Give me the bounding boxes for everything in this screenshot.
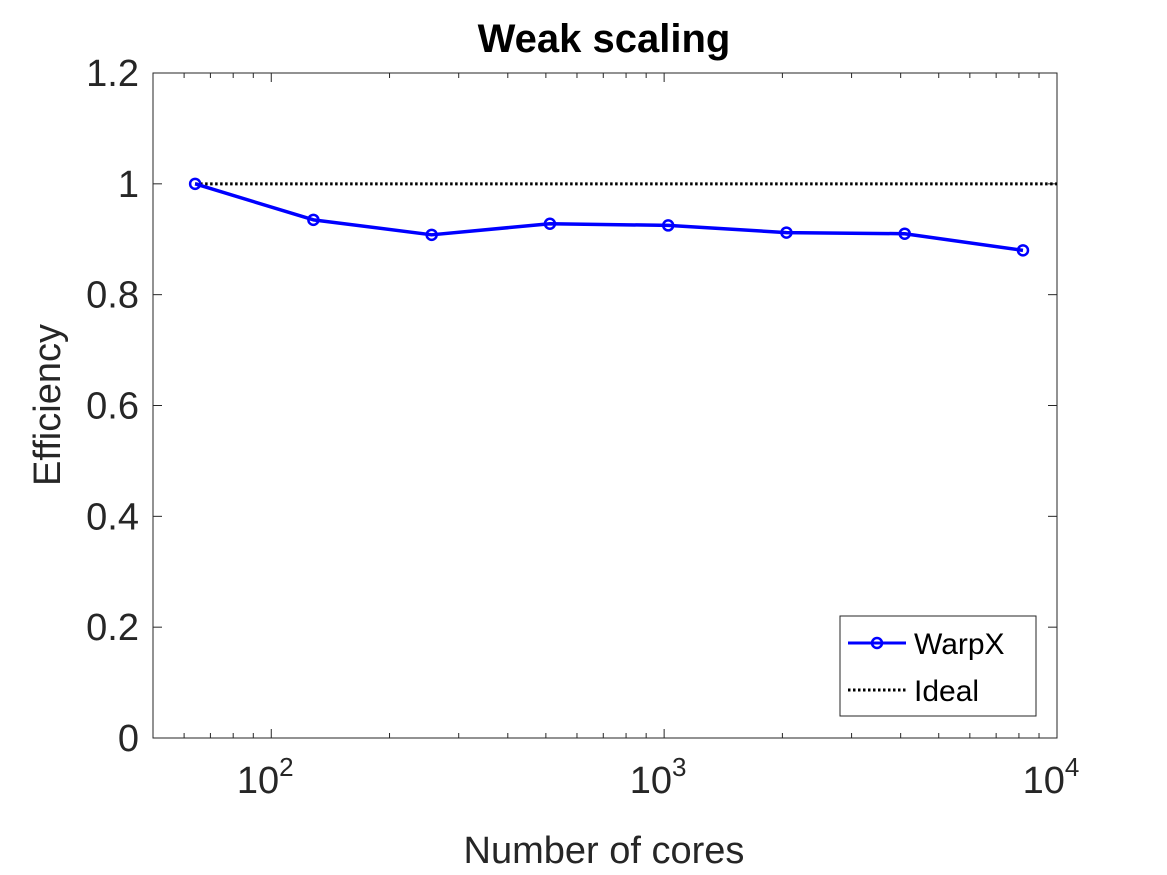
- x-tick-label: 102: [237, 752, 294, 802]
- y-tick-label: 1.2: [86, 53, 139, 95]
- chart-title: Weak scaling: [478, 17, 731, 61]
- x-tick-label: 104: [1023, 752, 1080, 802]
- legend-warpx-marker: [870, 636, 884, 650]
- warpx-point: [307, 213, 320, 227]
- series-layer: [188, 177, 1057, 257]
- legend: WarpX Ideal: [839, 615, 1037, 717]
- x-tick-exponent: 3: [672, 752, 686, 782]
- warpx-point: [188, 177, 202, 191]
- y-axis: 0 0.2 0.4 0.6 0.8 1 1.2: [86, 53, 1057, 760]
- x-tick-base: 10: [1023, 760, 1065, 802]
- legend-box: [839, 615, 1037, 717]
- x-axis-label: Number of cores: [464, 830, 745, 872]
- y-axis-label: Efficiency: [27, 324, 69, 486]
- x-axis: 102 103 104: [152, 73, 1080, 802]
- warpx-point: [1016, 244, 1030, 257]
- warpx-point: [425, 228, 438, 242]
- y-tick-label: 0.8: [86, 275, 139, 317]
- y-tick-label: 1: [118, 164, 139, 206]
- x-tick-base: 10: [237, 760, 279, 802]
- y-tick-label: 0: [118, 718, 139, 760]
- y-tick-label: 0.4: [86, 496, 139, 538]
- y-tick-label: 0.2: [86, 607, 139, 649]
- warpx-line: [194, 182, 1024, 253]
- x-tick-exponent: 4: [1065, 752, 1079, 782]
- warpx-point: [898, 227, 911, 240]
- x-tick-base: 10: [630, 760, 672, 802]
- x-tick-exponent: 2: [279, 752, 293, 782]
- warpx-point: [543, 217, 557, 230]
- warpx-point: [661, 219, 675, 232]
- legend-warpx-label: WarpX: [914, 628, 1005, 661]
- warpx-point: [780, 226, 793, 239]
- y-tick-label: 0.6: [86, 386, 139, 428]
- x-tick-label: 103: [630, 752, 687, 802]
- legend-ideal-label: Ideal: [914, 675, 979, 708]
